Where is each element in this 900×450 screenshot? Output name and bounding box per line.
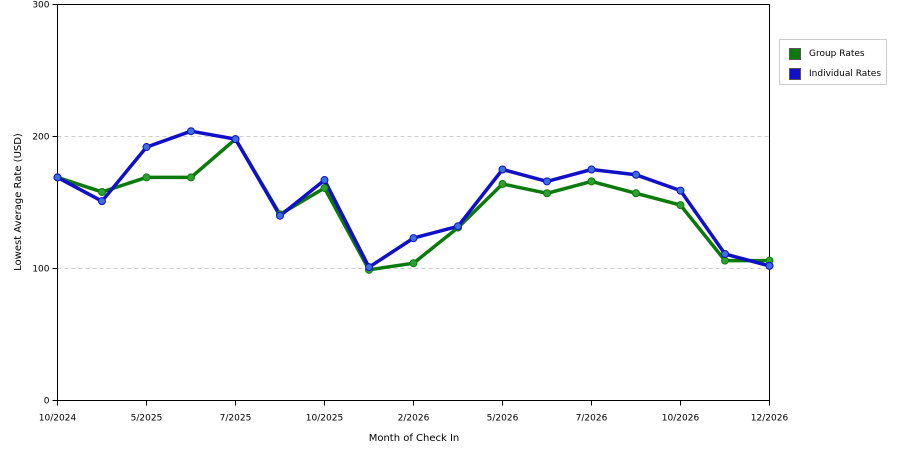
data-point-individual-rates bbox=[676, 186, 685, 195]
legend-item-group-rates: Group Rates bbox=[789, 47, 865, 61]
y-axis-title: Lowest Average Rate (USD) bbox=[13, 133, 24, 271]
axes: 0 100 200 300 10/2024 5/2025 7/2025 10/2025 2/20… bbox=[32, 1, 788, 424]
x-tick-label: 12/2026 bbox=[751, 414, 789, 424]
data-point-individual-rates bbox=[187, 127, 195, 136]
legend-label-group-rates: Group Rates bbox=[809, 49, 865, 59]
data-point-individual-rates bbox=[231, 135, 240, 144]
data-point-group-rates bbox=[142, 173, 151, 182]
data-point-individual-rates bbox=[98, 197, 106, 206]
plot-area-frame bbox=[57, 4, 770, 401]
y-tick-label: 300 bbox=[32, 1, 49, 11]
data-point-group-rates bbox=[187, 173, 195, 182]
data-point-group-rates bbox=[543, 189, 551, 198]
data-point-individual-rates bbox=[409, 234, 418, 243]
data-point-individual-rates bbox=[587, 165, 596, 174]
data-point-individual-rates bbox=[142, 143, 151, 152]
data-point-group-rates bbox=[498, 180, 507, 189]
chart-legend: Group Rates Individual Rates bbox=[779, 39, 887, 85]
data-point-individual-rates bbox=[53, 173, 62, 182]
legend-swatch-individual-rates bbox=[789, 68, 801, 80]
data-point-individual-rates bbox=[498, 165, 507, 174]
x-tick-label: 5/2025 bbox=[131, 414, 163, 424]
data-point-individual-rates bbox=[276, 211, 284, 220]
legend-swatch-group-rates bbox=[789, 48, 801, 60]
data-point-individual-rates bbox=[721, 249, 729, 258]
data-point-individual-rates bbox=[454, 222, 462, 231]
series-line-group-rates bbox=[56, 137, 770, 272]
x-axis-title: Month of Check In bbox=[369, 433, 460, 444]
y-tick-label: 0 bbox=[44, 397, 50, 407]
y-tick-label: 200 bbox=[32, 133, 49, 143]
x-tick-label: 2/2026 bbox=[398, 414, 430, 424]
data-point-group-rates bbox=[632, 189, 640, 198]
data-point-group-rates bbox=[98, 187, 106, 196]
y-tick-label: 100 bbox=[32, 265, 49, 275]
data-point-individual-rates bbox=[320, 176, 329, 185]
data-point-individual-rates bbox=[365, 263, 373, 272]
data-point-individual-rates bbox=[543, 177, 551, 186]
data-point-group-rates bbox=[676, 201, 685, 210]
x-tick-label: 7/2026 bbox=[576, 414, 608, 424]
x-tick-label: 10/2025 bbox=[306, 414, 343, 424]
x-tick-label: 10/2024 bbox=[39, 414, 77, 424]
x-tick-label: 5/2026 bbox=[487, 414, 519, 424]
legend-item-individual-rates: Individual Rates bbox=[789, 67, 881, 81]
data-point-group-rates bbox=[587, 177, 596, 186]
legend-label-individual-rates: Individual Rates bbox=[809, 69, 882, 79]
series-lines bbox=[53, 127, 774, 274]
x-tick-label: 7/2025 bbox=[220, 414, 252, 424]
data-point-individual-rates bbox=[765, 261, 774, 270]
data-point-group-rates bbox=[320, 183, 329, 192]
x-tick-label: 10/2026 bbox=[662, 414, 700, 424]
data-point-individual-rates bbox=[632, 170, 640, 179]
data-point-group-rates bbox=[409, 259, 418, 268]
grid-lines bbox=[57, 136, 770, 269]
data-point-group-rates bbox=[721, 256, 729, 265]
